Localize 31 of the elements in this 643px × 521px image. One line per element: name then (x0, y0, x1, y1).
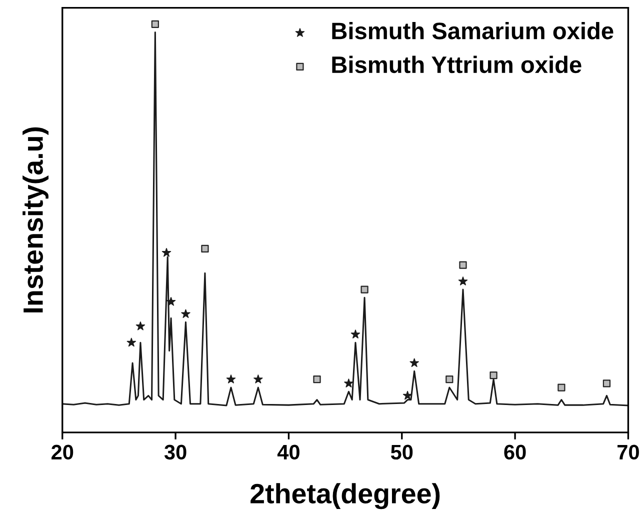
point (459, 261, 467, 269)
point (254, 374, 263, 384)
point (181, 309, 190, 318)
point (126, 338, 136, 347)
point (313, 376, 321, 384)
point (350, 330, 360, 338)
point (458, 276, 468, 286)
x-tick-label: 50 (390, 444, 413, 460)
point (402, 390, 412, 400)
x-tick-label: 20 (52, 444, 74, 460)
point (136, 321, 146, 330)
y-axis-title: Instensity(a.u) (22, 127, 48, 312)
x-tick-label: 70 (618, 444, 639, 460)
point (201, 244, 209, 253)
point (602, 380, 611, 388)
point (166, 296, 176, 306)
x-tick-label: 60 (504, 444, 526, 460)
x-tick-label: 30 (164, 444, 186, 460)
x-tick-label: 40 (277, 444, 300, 460)
point (151, 20, 159, 28)
legend-label: Bismuth Samarium oxide (332, 22, 614, 40)
point (490, 371, 498, 380)
point (344, 378, 354, 388)
point (446, 376, 454, 384)
legend-label: Bismuth Yttrium oxide (332, 56, 582, 74)
point (226, 374, 236, 384)
point (410, 358, 419, 367)
point (360, 286, 368, 294)
x-axis-title: 2theta(degree) (250, 483, 440, 510)
point (162, 248, 172, 257)
point (558, 384, 566, 392)
